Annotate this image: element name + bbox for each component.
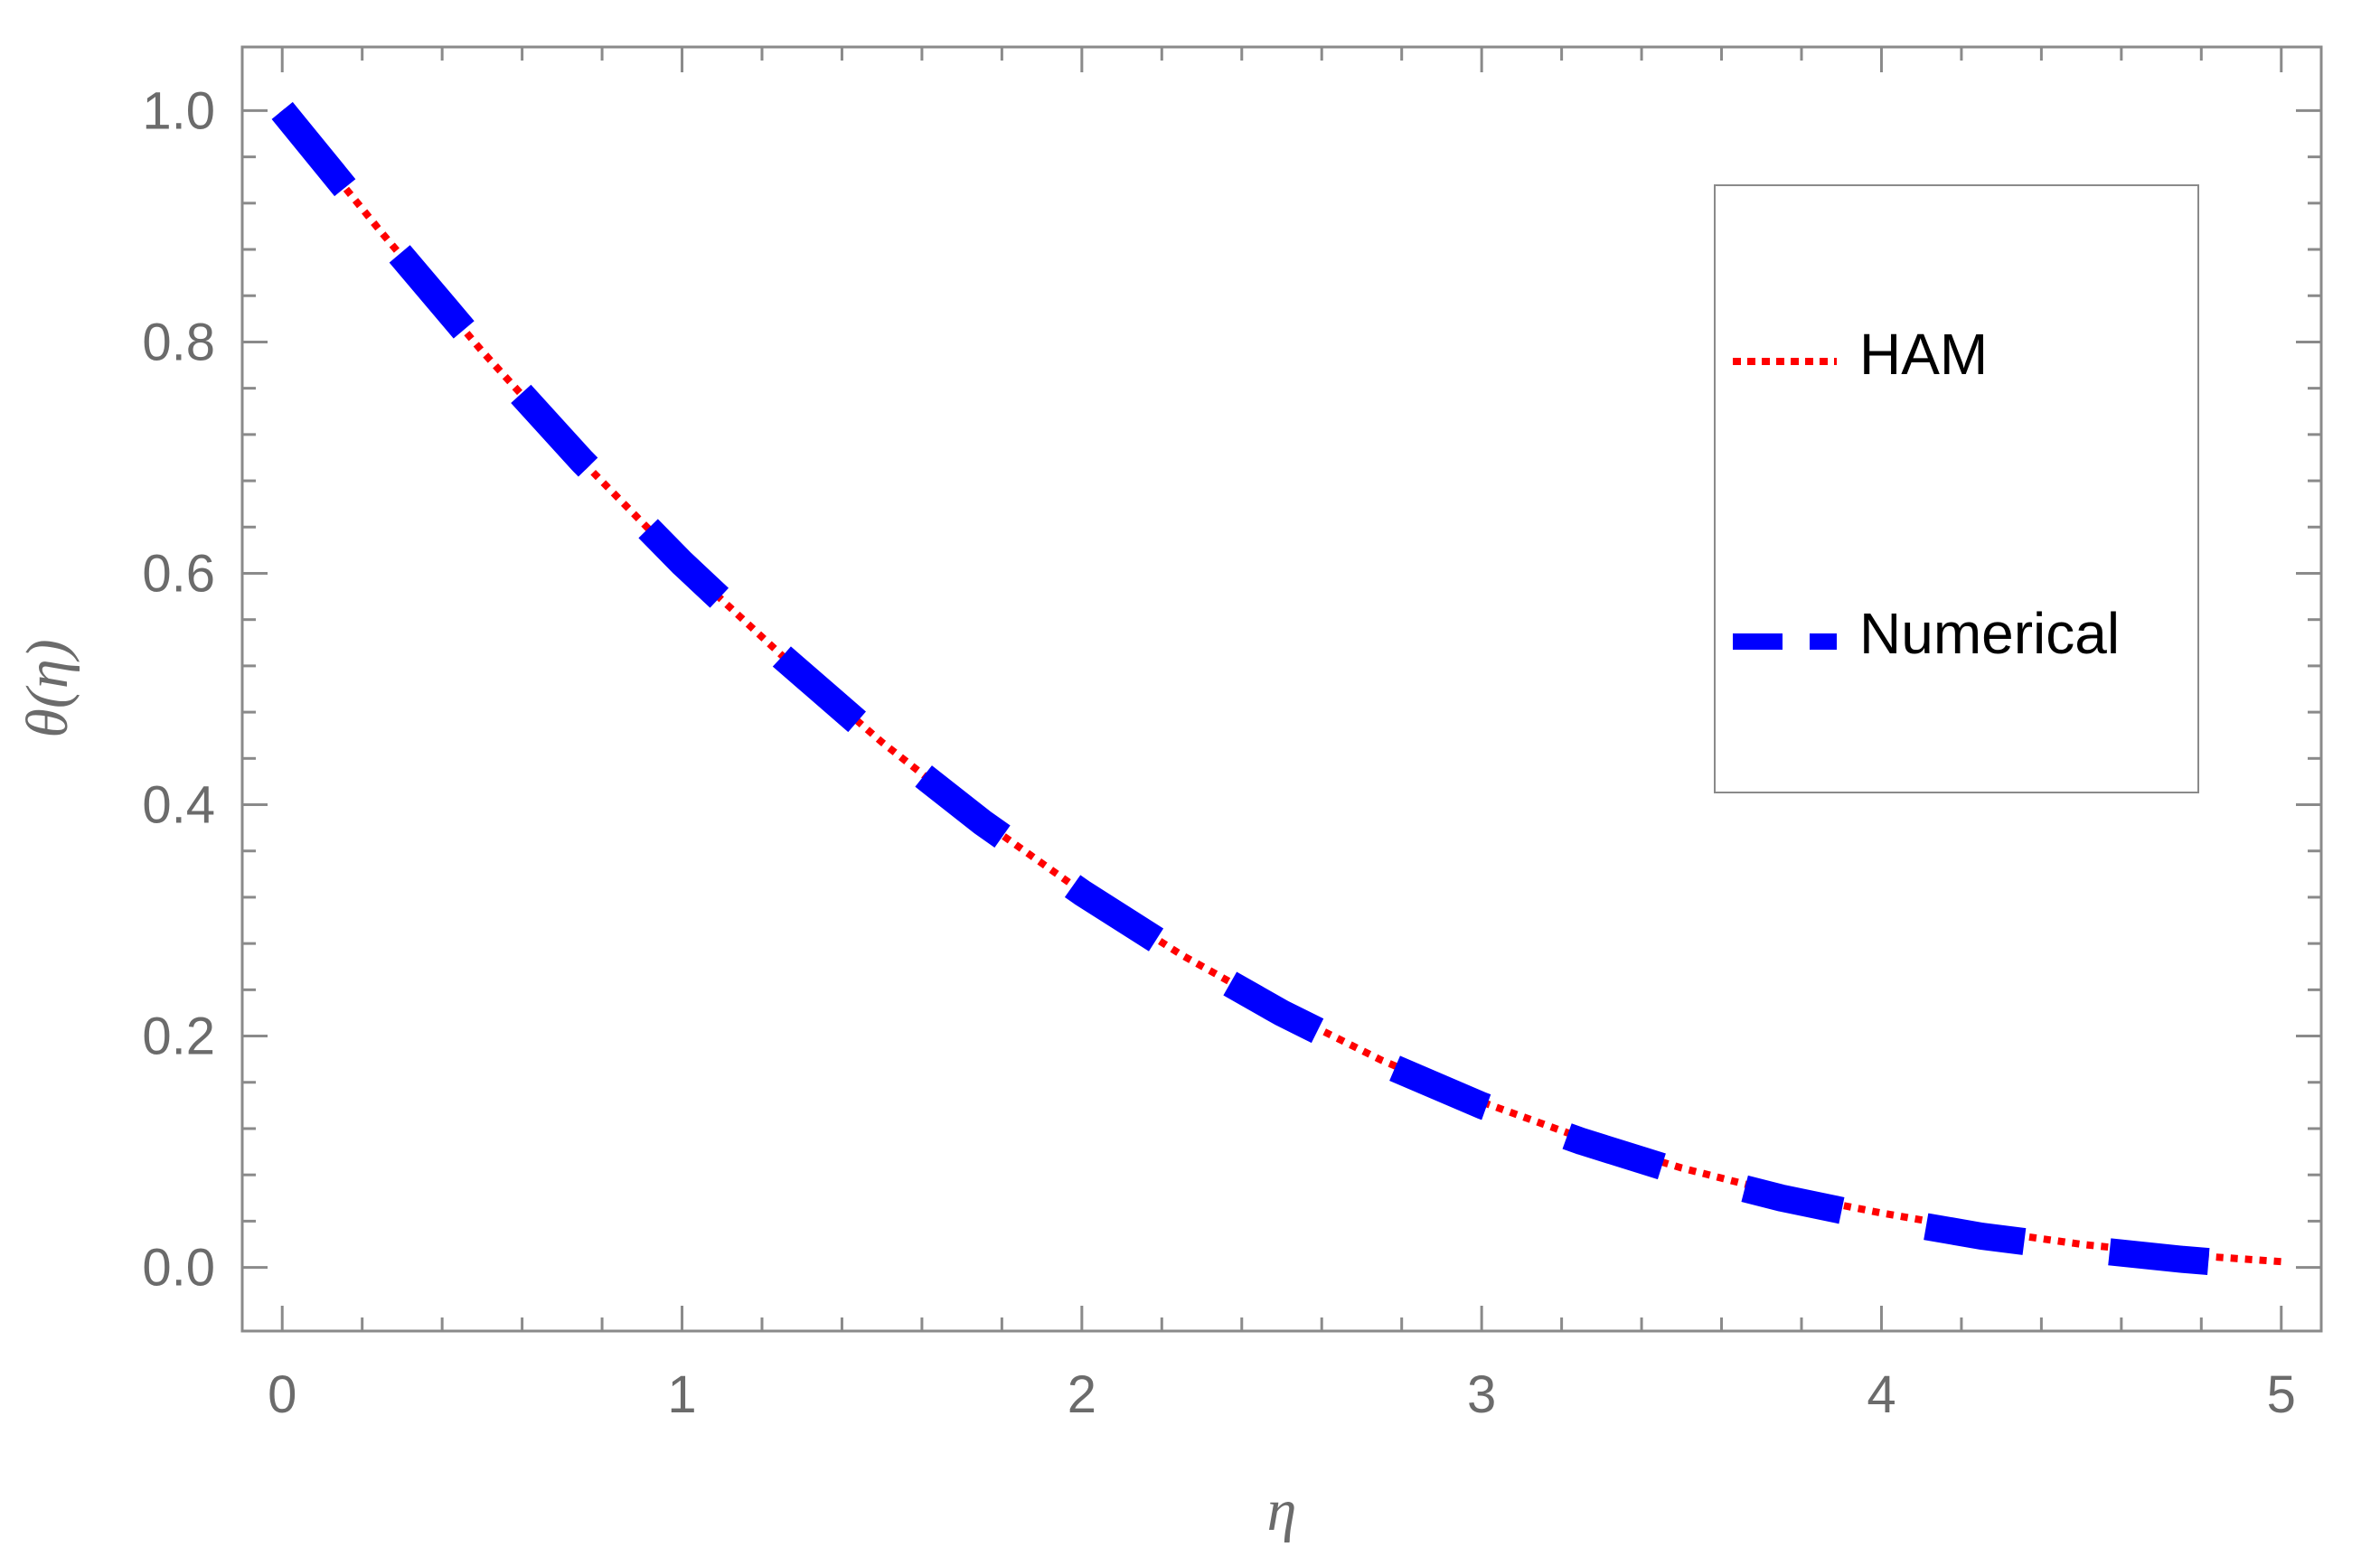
x-tick-label: 5: [2267, 1365, 2296, 1424]
legend-label-numerical: Numerical: [1859, 601, 2120, 666]
y-tick-label: 0.4: [142, 776, 215, 835]
legend: HAM Numerical: [1714, 184, 2199, 793]
legend-box: [1714, 184, 2199, 793]
series-line-numerical: [271, 101, 2283, 1281]
x-tick-label: 2: [1068, 1365, 1096, 1424]
series-layer: [271, 101, 2283, 1281]
x-tick-label: 1: [667, 1365, 696, 1424]
y-tick-label: 1.0: [142, 81, 215, 140]
y-tick-label: 0.2: [142, 1008, 215, 1066]
y-tick-label: 0.8: [142, 313, 215, 371]
y-tick-label: 0.0: [142, 1239, 215, 1298]
y-tick-label: 0.6: [142, 544, 215, 603]
tick-labels: 0 1 2 3 4 5 0.0 0.2 0.4 0.6 0.8 1.0: [142, 81, 2296, 1424]
x-tick-label: 0: [268, 1365, 296, 1424]
x-tick-label: 4: [1867, 1365, 1896, 1424]
ticks: [242, 47, 2321, 1331]
x-tick-label: 3: [1467, 1365, 1496, 1424]
y-axis-label: θ(η): [14, 639, 80, 737]
x-axis-label: η: [1267, 1477, 1297, 1543]
legend-label-ham: HAM: [1859, 322, 1988, 387]
